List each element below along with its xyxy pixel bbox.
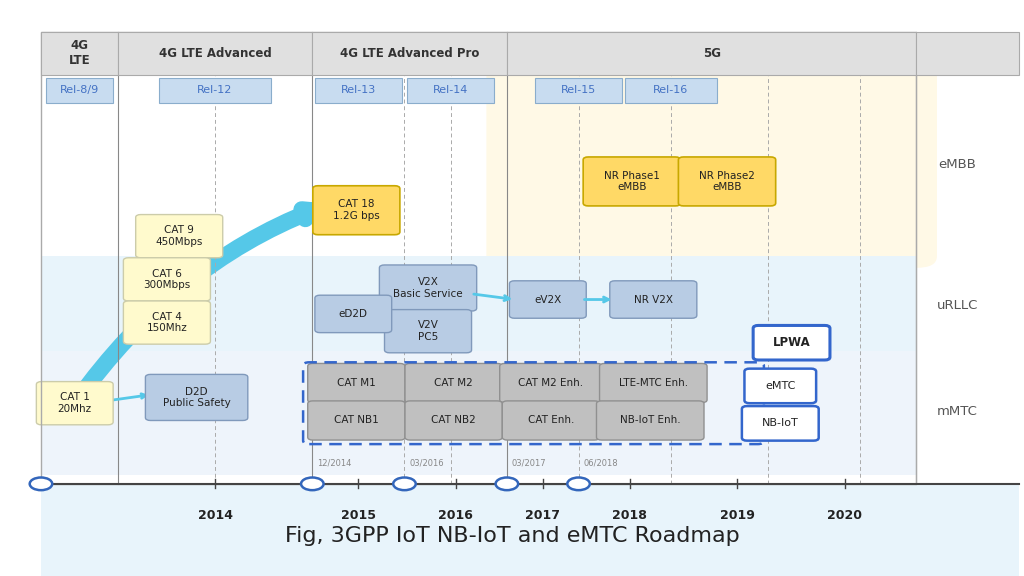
Text: CAT M2: CAT M2 (434, 378, 473, 388)
Circle shape (393, 478, 416, 490)
Text: NR Phase2
eMBB: NR Phase2 eMBB (699, 170, 755, 192)
Text: LPWA: LPWA (773, 336, 810, 349)
Bar (118, 32, 312, 75)
FancyBboxPatch shape (503, 401, 600, 440)
FancyBboxPatch shape (406, 401, 503, 440)
Bar (41, 484, 1019, 576)
Bar (408, 78, 495, 103)
Text: 5G: 5G (702, 47, 721, 60)
FancyBboxPatch shape (510, 281, 586, 318)
FancyBboxPatch shape (385, 310, 471, 353)
Text: V2V
PC5: V2V PC5 (418, 320, 438, 342)
FancyBboxPatch shape (596, 401, 705, 440)
Text: Rel-13: Rel-13 (341, 85, 376, 96)
Text: 2017: 2017 (525, 509, 560, 522)
Bar (41, 32, 916, 484)
Text: uRLLC: uRLLC (937, 299, 978, 312)
Text: CAT 9
450Mbps: CAT 9 450Mbps (156, 225, 203, 247)
Text: 4G LTE Advanced: 4G LTE Advanced (159, 47, 271, 60)
Text: 2019: 2019 (720, 509, 755, 522)
Circle shape (301, 478, 324, 490)
FancyBboxPatch shape (678, 157, 776, 206)
Text: Rel-8/9: Rel-8/9 (59, 85, 99, 96)
Bar (46, 78, 113, 103)
Text: 2016: 2016 (438, 509, 473, 522)
Text: CAT Enh.: CAT Enh. (527, 415, 574, 426)
Bar (41, 256, 916, 351)
Circle shape (30, 478, 52, 490)
FancyBboxPatch shape (744, 369, 816, 403)
Text: 12/2014: 12/2014 (317, 458, 352, 468)
Text: CAT 1
20Mhz: CAT 1 20Mhz (57, 392, 92, 414)
Text: CAT NB1: CAT NB1 (334, 415, 379, 426)
FancyBboxPatch shape (600, 363, 707, 403)
Text: eV2X: eV2X (535, 294, 561, 305)
Text: 2018: 2018 (612, 509, 647, 522)
Text: 2015: 2015 (341, 509, 376, 522)
Text: 06/2018: 06/2018 (584, 458, 618, 468)
FancyBboxPatch shape (486, 60, 937, 268)
FancyBboxPatch shape (145, 374, 248, 420)
Text: CAT 18
1.2G bps: CAT 18 1.2G bps (333, 199, 380, 221)
Text: 2014: 2014 (198, 509, 232, 522)
Text: eMTC: eMTC (765, 381, 796, 391)
Text: LTE-MTC Enh.: LTE-MTC Enh. (618, 378, 688, 388)
Bar (625, 78, 717, 103)
Text: Rel-12: Rel-12 (198, 85, 232, 96)
FancyBboxPatch shape (123, 258, 211, 301)
Text: CAT M2 Enh.: CAT M2 Enh. (518, 378, 584, 388)
Text: eD2D: eD2D (339, 309, 368, 319)
Text: CAT 6
300Mbps: CAT 6 300Mbps (143, 268, 190, 290)
Text: NR V2X: NR V2X (634, 294, 673, 305)
FancyBboxPatch shape (500, 363, 602, 403)
FancyBboxPatch shape (135, 215, 222, 258)
Text: D2D
Public Safety: D2D Public Safety (163, 386, 230, 408)
Circle shape (567, 478, 590, 490)
Bar (507, 32, 916, 75)
Text: 03/2016: 03/2016 (410, 458, 444, 468)
Text: eMBB: eMBB (939, 158, 976, 170)
FancyBboxPatch shape (754, 325, 829, 360)
Text: 4G LTE Advanced Pro: 4G LTE Advanced Pro (340, 47, 479, 60)
Text: Rel-14: Rel-14 (433, 85, 468, 96)
Text: 4G
LTE: 4G LTE (69, 39, 90, 67)
FancyBboxPatch shape (307, 363, 404, 403)
FancyBboxPatch shape (610, 281, 696, 318)
FancyBboxPatch shape (584, 157, 680, 206)
FancyBboxPatch shape (406, 363, 503, 403)
FancyBboxPatch shape (123, 301, 211, 344)
Text: Rel-15: Rel-15 (561, 85, 596, 96)
Text: NB-IoT: NB-IoT (762, 418, 799, 429)
Text: Rel-16: Rel-16 (653, 85, 688, 96)
Text: NB-IoT Enh.: NB-IoT Enh. (620, 415, 681, 426)
Text: mMTC: mMTC (937, 406, 978, 418)
Text: V2X
Basic Service: V2X Basic Service (393, 277, 463, 299)
Text: 03/2017: 03/2017 (512, 458, 547, 468)
Text: CAT M1: CAT M1 (337, 378, 376, 388)
Text: CAT 4
150Mhz: CAT 4 150Mhz (146, 312, 187, 334)
FancyBboxPatch shape (313, 185, 399, 235)
Bar (535, 78, 622, 103)
FancyBboxPatch shape (379, 265, 477, 311)
Text: 2020: 2020 (827, 509, 862, 522)
FancyBboxPatch shape (315, 295, 391, 333)
Bar (159, 78, 271, 103)
FancyBboxPatch shape (307, 401, 404, 440)
Bar (916, 32, 1019, 75)
Circle shape (496, 478, 518, 490)
Bar (312, 32, 507, 75)
Bar (41, 351, 916, 475)
Bar (315, 78, 401, 103)
Text: Fig, 3GPP IoT NB-IoT and eMTC Roadmap: Fig, 3GPP IoT NB-IoT and eMTC Roadmap (285, 526, 739, 545)
Bar (41, 32, 118, 75)
Text: NR Phase1
eMBB: NR Phase1 eMBB (604, 170, 659, 192)
FancyBboxPatch shape (37, 382, 113, 425)
Text: CAT NB2: CAT NB2 (431, 415, 476, 426)
FancyBboxPatch shape (741, 406, 819, 441)
